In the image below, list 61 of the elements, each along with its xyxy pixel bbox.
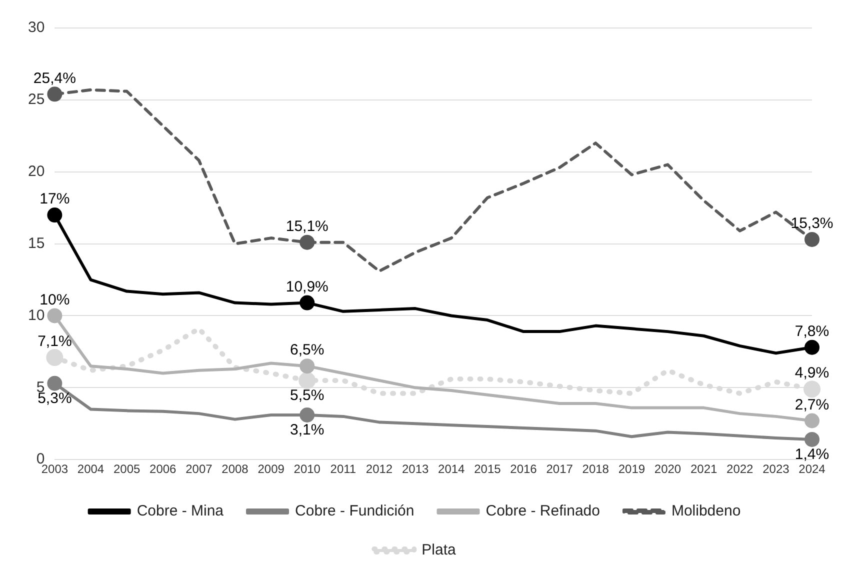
x-tick-label: 2006 — [150, 462, 177, 476]
point — [804, 413, 820, 428]
x-tick-label: 2010 — [294, 462, 321, 476]
point — [47, 376, 62, 391]
point — [804, 232, 820, 247]
point — [804, 340, 820, 355]
x-tick-label: 2021 — [690, 462, 718, 476]
point — [46, 348, 64, 366]
x-tick-label: 2019 — [618, 462, 646, 476]
x-tick-label: 2022 — [726, 462, 754, 476]
data-label: 5,5% — [290, 387, 324, 404]
data-label: 15,1% — [286, 218, 328, 235]
data-label: 2,7% — [794, 396, 830, 414]
point — [300, 408, 315, 422]
data-label: 7,1% — [38, 333, 72, 350]
x-tick-label: 2012 — [366, 462, 393, 476]
y-tick-label: 10 — [28, 306, 45, 324]
data-label: 1,4% — [794, 446, 830, 464]
y-tick-label: 15 — [28, 234, 45, 252]
x-tick-label: 2016 — [510, 462, 538, 476]
point — [298, 372, 316, 389]
x-tick-label: 2009 — [258, 462, 285, 476]
data-label: 25,4% — [33, 70, 76, 87]
legend-label: Plata — [422, 542, 456, 559]
data-label: 7,8% — [794, 323, 830, 340]
point — [804, 432, 820, 447]
x-tick-label: 2007 — [186, 462, 213, 476]
x-tick-label: 2017 — [546, 462, 574, 476]
legend-label: Cobre - Fundición — [295, 502, 414, 520]
point — [300, 358, 315, 374]
data-label: 15,3% — [790, 215, 834, 232]
x-tick-label: 2023 — [762, 462, 790, 476]
x-tick-label: 2018 — [582, 462, 610, 476]
x-tick-label: 2003 — [41, 462, 68, 476]
point — [804, 380, 820, 398]
data-label: 6,5% — [290, 342, 324, 359]
x-tick-label: 2014 — [438, 462, 466, 476]
y-tick-label: 30 — [28, 19, 45, 36]
point — [47, 86, 62, 102]
legend-label: Molibdeno — [671, 502, 741, 520]
point — [47, 308, 62, 324]
data-label: 10,9% — [286, 278, 328, 296]
x-tick-label: 2005 — [113, 462, 140, 476]
x-tick-label: 2015 — [474, 462, 502, 476]
data-label: 17% — [40, 190, 70, 208]
x-tick-label: 2008 — [222, 462, 249, 476]
legend-label: Cobre - Mina — [136, 502, 224, 520]
legend-label: Cobre - Refinado — [486, 502, 600, 520]
data-label: 3,1% — [290, 422, 324, 439]
x-tick-label: 2011 — [330, 462, 356, 476]
x-tick-label: 2013 — [402, 462, 429, 476]
x-tick-label: 2024 — [798, 462, 826, 476]
x-tick-label: 2004 — [77, 462, 104, 476]
y-tick-label: 25 — [28, 91, 45, 108]
x-tick-label: 2020 — [654, 462, 682, 476]
point — [300, 295, 315, 310]
data-label: 10% — [40, 291, 70, 308]
y-tick-label: 20 — [28, 163, 45, 180]
data-label: 4,9% — [794, 364, 830, 382]
point — [47, 208, 62, 223]
point — [300, 234, 315, 250]
